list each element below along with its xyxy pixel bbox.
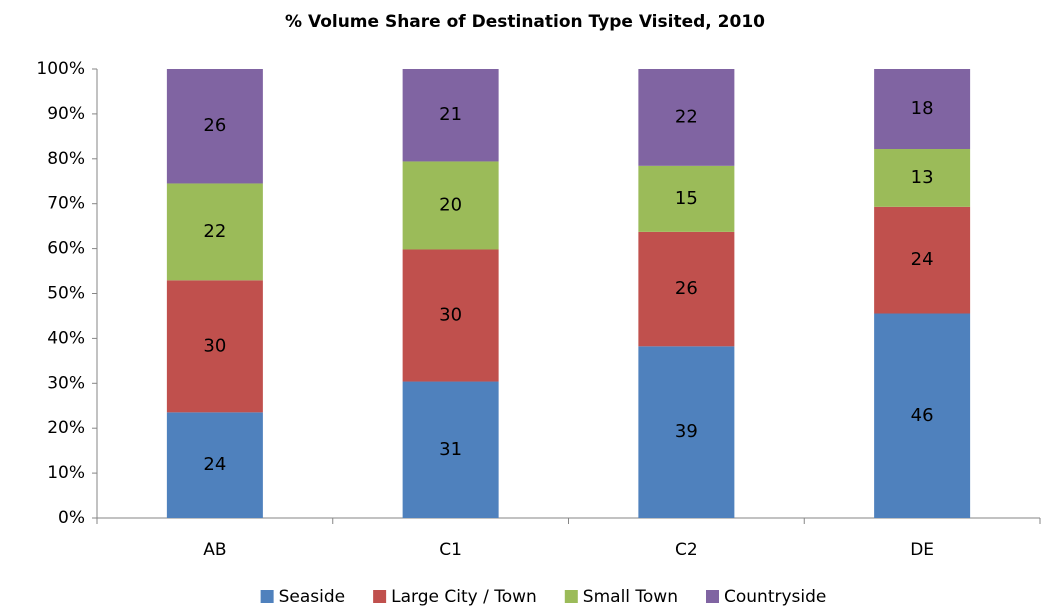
y-tick-label: 40% — [47, 328, 85, 348]
y-tick-label: 60% — [47, 239, 85, 259]
value-label: 22 — [675, 106, 698, 127]
value-label: 15 — [675, 188, 698, 209]
bar-segment — [638, 165, 735, 232]
legend-label: Large City / Town — [391, 587, 537, 607]
x-tick-label: C1 — [439, 540, 462, 560]
y-tick-label: 20% — [47, 418, 85, 438]
y-tick-label: 10% — [47, 463, 85, 483]
value-label: 21 — [439, 104, 462, 125]
bar-segment — [402, 249, 499, 382]
legend-label: Countryside — [724, 587, 826, 607]
bar-segment — [874, 206, 971, 314]
y-tick-label: 90% — [47, 104, 85, 124]
x-tick-label: AB — [203, 540, 226, 560]
value-label: 30 — [439, 305, 462, 326]
bar-segment — [166, 412, 263, 518]
bar-segment — [874, 69, 971, 150]
value-label: 26 — [675, 278, 698, 299]
chart-title: % Volume Share of Destination Type Visit… — [285, 12, 765, 32]
legend-swatch — [373, 590, 387, 603]
value-label: 22 — [203, 221, 226, 242]
bar-segment — [638, 346, 735, 518]
bar-segment — [402, 161, 499, 250]
value-label: 39 — [675, 421, 698, 442]
legend-label: Small Town — [583, 587, 678, 607]
bar-segment — [402, 381, 499, 518]
bar-segment — [166, 69, 263, 184]
legend-swatch — [260, 590, 274, 603]
value-label: 13 — [911, 167, 934, 188]
y-tick-label: 80% — [47, 149, 85, 169]
y-tick-label: 100% — [36, 59, 85, 79]
value-label: 24 — [911, 249, 934, 270]
value-label: 18 — [911, 98, 934, 119]
y-tick-label: 30% — [47, 373, 85, 393]
legend-swatch — [706, 590, 719, 603]
legend-label: Seaside — [279, 587, 346, 607]
legend-swatch — [564, 590, 578, 603]
y-tick-label: 70% — [47, 194, 85, 214]
x-tick-label: DE — [910, 540, 934, 560]
value-label: 30 — [203, 335, 226, 356]
bar-segment — [874, 149, 971, 207]
bar-segment — [638, 231, 735, 347]
bar-segment — [166, 183, 263, 281]
bar-segment — [638, 69, 735, 166]
value-label: 20 — [439, 194, 462, 215]
y-tick-label: 0% — [58, 508, 85, 528]
bar-segment — [874, 313, 971, 518]
y-tick-label: 50% — [47, 284, 85, 304]
value-label: 24 — [203, 454, 226, 475]
bar-segment — [402, 69, 499, 162]
value-label: 31 — [439, 439, 462, 460]
value-label: 46 — [911, 405, 934, 426]
bar-segment — [166, 280, 263, 413]
x-tick-label: C2 — [675, 540, 698, 560]
value-label: 26 — [203, 115, 226, 136]
